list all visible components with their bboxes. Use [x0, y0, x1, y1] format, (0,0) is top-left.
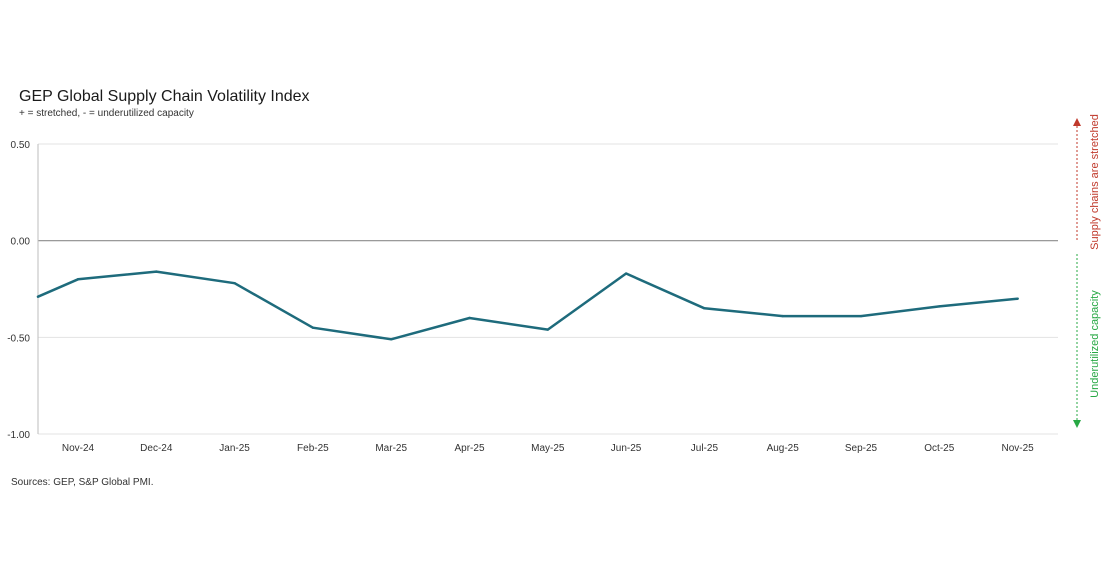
chart-subtitle: + = stretched, - = underutilized capacit… — [19, 108, 194, 119]
data-point — [76, 278, 80, 281]
y-tick-label: 0.00 — [11, 237, 31, 248]
x-tick-label: Aug-25 — [767, 443, 800, 454]
data-point — [781, 314, 784, 318]
series-line — [36, 270, 1019, 341]
data-point — [546, 328, 549, 331]
x-tick-label: Jan-25 — [219, 443, 250, 454]
data-point — [233, 282, 236, 285]
x-tick-label: Oct-25 — [924, 443, 954, 454]
data-point — [468, 316, 471, 320]
x-tick-label: Feb-25 — [297, 443, 329, 454]
data-point — [311, 326, 315, 329]
x-tick-label: Mar-25 — [375, 443, 407, 454]
series — [36, 270, 1019, 341]
side-annotations: Supply chains are stretched Underutilized… — [1073, 114, 1101, 428]
x-tick-labels: Nov-24 Dec-24 Jan-25 Feb-25 Mar-25 Apr-25 May-… — [62, 443, 1034, 454]
y-tick-label: -1.00 — [7, 430, 30, 441]
x-tick-label: Nov-24 — [62, 443, 95, 454]
down-arrow-icon — [1073, 420, 1081, 428]
underutilized-label: Underutilized capacity — [1089, 290, 1101, 398]
data-point — [155, 270, 158, 273]
chart-title: GEP Global Supply Chain Volatility Index — [19, 88, 310, 105]
x-tick-label: Apr-25 — [454, 443, 484, 454]
chart-source: Sources: GEP, S&P Global PMI. — [11, 477, 154, 488]
x-tick-label: May-25 — [531, 443, 565, 454]
data-point — [624, 272, 628, 275]
y-tick-labels: 0.50 0.00 -0.50 -1.00 — [7, 140, 30, 441]
data-point — [703, 307, 706, 310]
x-tick-label: Nov-25 — [1001, 443, 1034, 454]
y-tick-label: -0.50 — [7, 333, 30, 344]
data-point — [1016, 297, 1019, 300]
up-arrow-icon — [1073, 118, 1081, 126]
x-tick-label: Jul-25 — [691, 443, 719, 454]
data-point — [938, 305, 941, 308]
gridlines — [38, 143, 1058, 435]
x-tick-label: Jun-25 — [611, 443, 642, 454]
x-tick-label: Dec-24 — [140, 443, 173, 454]
x-tick-label: Sep-25 — [845, 443, 878, 454]
y-tick-label: 0.50 — [11, 140, 31, 151]
stretched-label: Supply chains are stretched — [1089, 114, 1101, 250]
data-point — [390, 338, 393, 341]
data-point — [859, 314, 863, 318]
